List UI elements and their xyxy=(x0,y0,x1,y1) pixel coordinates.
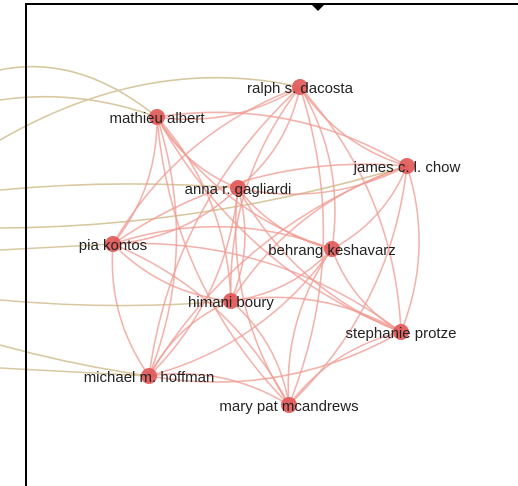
label-mathieu-albert: mathieu albert xyxy=(109,110,205,127)
external-edge-kontos-5 xyxy=(0,243,114,251)
canvas-frame xyxy=(25,3,518,486)
edge-chow-kontos xyxy=(112,163,408,245)
edge-chow-protze xyxy=(400,165,420,333)
edge-kontos-boury xyxy=(112,243,232,302)
edge-keshavarz-hoffman xyxy=(148,248,333,377)
edge-chow-mcandrews xyxy=(288,165,408,406)
label-michael-m-hoffman: michael m. hoffman xyxy=(84,369,215,386)
edge-gagliardi-keshavarz xyxy=(237,187,333,250)
external-edge-albert-1 xyxy=(0,95,158,118)
node-anna-r-gagliardi[interactable] xyxy=(230,180,246,196)
external-edge-hoffman-8 xyxy=(0,367,150,377)
network-labels: ralph s. dacosta mathieu albert james c. l… xyxy=(79,80,461,415)
edge-gagliardi-kontos xyxy=(112,187,239,245)
node-behrang-keshavarz[interactable] xyxy=(324,241,340,257)
label-himani-boury: himani boury xyxy=(188,294,274,311)
edge-kontos-protze xyxy=(112,242,402,333)
external-edge-hoffman-7 xyxy=(0,344,150,377)
edge-hoffman-mcandrews xyxy=(148,372,290,406)
edge-albert-chow xyxy=(156,111,408,167)
external-edge-chow-4 xyxy=(0,165,408,229)
edge-gagliardi-hoffman xyxy=(148,187,239,377)
node-himani-boury[interactable] xyxy=(223,293,239,309)
label-anna-r-gagliardi: anna r. gagliardi xyxy=(185,181,292,198)
edge-chow-gagliardi xyxy=(237,165,408,195)
node-stephanie-protze[interactable] xyxy=(393,324,409,340)
edge-albert-mcandrews xyxy=(156,116,290,406)
label-pia-kontos: pia kontos xyxy=(79,237,147,254)
node-mathieu-albert[interactable] xyxy=(149,109,165,125)
node-pia-kontos[interactable] xyxy=(105,236,121,252)
network-edges xyxy=(111,86,420,406)
label-james-c-l-chow: james c. l. chow xyxy=(353,159,461,176)
label-stephanie-protze: stephanie protze xyxy=(346,325,457,342)
edge-protze-hoffman xyxy=(148,331,402,383)
external-edge-dacosta-2 xyxy=(0,76,301,141)
label-mary-pat-mcandrews: mary pat mcandrews xyxy=(219,398,358,415)
edge-kontos-hoffman xyxy=(111,243,150,377)
edge-dacosta-kontos xyxy=(112,86,301,245)
node-james-c-l-chow[interactable] xyxy=(399,158,415,174)
edge-chow-keshavarz xyxy=(331,165,408,250)
edge-albert-gagliardi xyxy=(156,116,239,189)
node-ralph-s-dacosta[interactable] xyxy=(292,79,308,95)
edge-albert-kontos xyxy=(112,116,158,245)
node-mary-pat-mcandrews[interactable] xyxy=(281,397,297,413)
node-michael-m-hoffman[interactable] xyxy=(141,368,157,384)
edge-dacosta-protze xyxy=(299,86,402,333)
external-edge-albert-0 xyxy=(0,65,158,118)
edge-gagliardi-protze xyxy=(237,187,402,333)
edge-boury-protze xyxy=(230,296,402,333)
edge-keshavarz-protze xyxy=(331,248,402,333)
edge-keshavarz-mcandrews xyxy=(287,248,333,406)
edge-kontos-keshavarz xyxy=(112,225,333,250)
frame-arrow-marker xyxy=(311,4,325,11)
edge-dacosta-gagliardi xyxy=(237,86,301,189)
label-ralph-s-dacosta: ralph s. dacosta xyxy=(247,80,354,97)
edge-dacosta-albert xyxy=(156,86,301,121)
external-edge-gagliardi-3 xyxy=(0,183,239,191)
edge-albert-hoffman xyxy=(148,116,178,377)
network-nodes xyxy=(105,79,415,413)
edge-albert-boury xyxy=(156,116,232,302)
edge-boury-hoffman xyxy=(148,300,232,377)
canvas-border xyxy=(25,3,518,486)
label-behrang-keshavarz: behrang keshavarz xyxy=(268,242,396,259)
edge-protze-mcandrews xyxy=(288,331,402,406)
edge-gagliardi-boury xyxy=(230,187,246,302)
edge-chow-hoffman xyxy=(148,165,408,377)
edge-boury-mcandrews xyxy=(230,300,290,406)
